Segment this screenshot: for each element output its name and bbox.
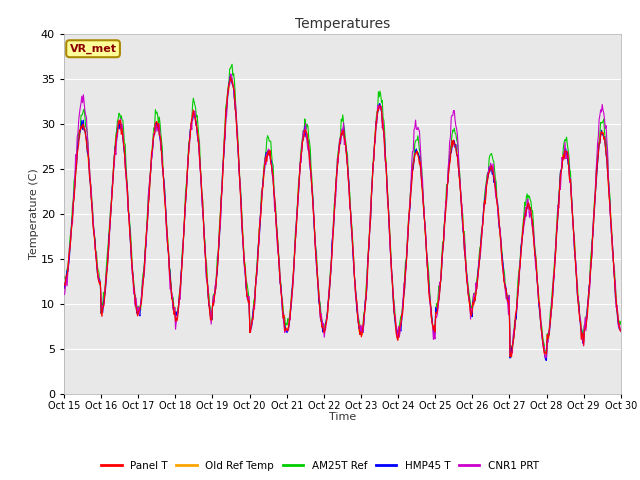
X-axis label: Time: Time: [329, 412, 356, 422]
Text: VR_met: VR_met: [70, 44, 116, 54]
Title: Temperatures: Temperatures: [295, 17, 390, 31]
Y-axis label: Temperature (C): Temperature (C): [29, 168, 40, 259]
Legend: Panel T, Old Ref Temp, AM25T Ref, HMP45 T, CNR1 PRT: Panel T, Old Ref Temp, AM25T Ref, HMP45 …: [97, 456, 543, 475]
